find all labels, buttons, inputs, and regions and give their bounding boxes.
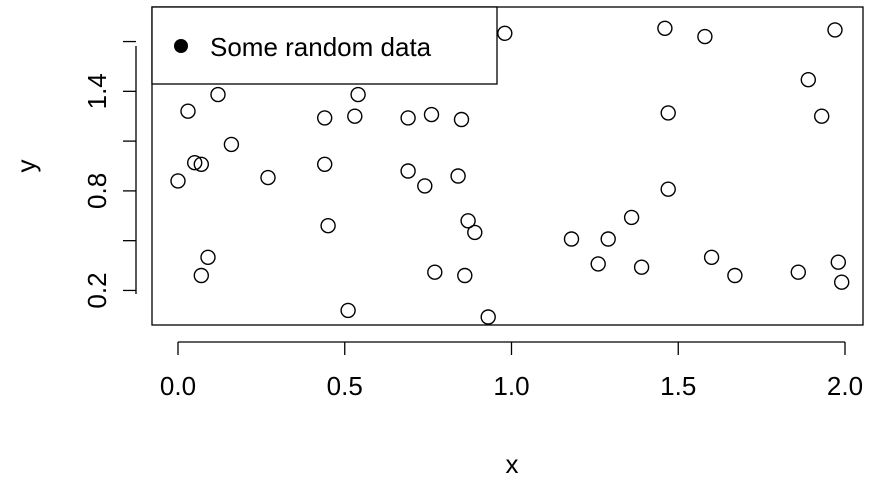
plot-box	[151, 6, 864, 326]
x-tick-label: 0.5	[327, 371, 363, 401]
data-point	[480, 309, 496, 325]
legend-box	[151, 6, 498, 85]
x-tick-label: 1.5	[660, 371, 696, 401]
data-point	[600, 231, 616, 247]
data-point	[400, 110, 416, 126]
data-point	[460, 213, 476, 229]
data-point	[223, 136, 240, 153]
y-axis-label: y	[11, 160, 41, 173]
data-point	[427, 264, 443, 280]
data-point	[180, 103, 196, 119]
data-point	[660, 105, 676, 121]
data-point	[457, 267, 473, 284]
data-point	[834, 274, 850, 290]
data-point	[170, 173, 186, 189]
data-point	[200, 249, 216, 265]
y-axis-ticks: 0.2 0.8 1.4	[82, 40, 136, 309]
legend-marker	[174, 39, 188, 53]
data-point	[317, 156, 333, 173]
data-point	[814, 108, 830, 124]
data-point	[660, 181, 676, 197]
data-point	[827, 22, 843, 38]
data-point	[790, 264, 806, 280]
data-point	[727, 267, 743, 284]
data-point	[210, 86, 226, 103]
x-tick-label: 2.0	[827, 371, 863, 401]
x-axis-ticks: 0.0 0.5 1.0 1.5 2.0	[160, 342, 863, 401]
data-point	[623, 209, 640, 226]
data-point	[830, 254, 846, 270]
data-point	[450, 168, 466, 184]
data-point	[350, 86, 366, 103]
data-point	[417, 178, 433, 194]
data-point	[193, 267, 210, 284]
data-point	[186, 154, 203, 171]
x-axis-label: x	[506, 449, 519, 478]
data-point	[260, 169, 276, 186]
data-point	[697, 28, 713, 45]
data-point	[633, 259, 650, 275]
data-point	[703, 249, 720, 265]
data-point	[320, 217, 336, 234]
data-point	[340, 302, 356, 319]
y-tick-label: 1.4	[82, 73, 112, 109]
legend: Some random data	[151, 6, 498, 85]
data-point	[400, 163, 416, 179]
y-tick-label: 0.2	[82, 272, 112, 308]
data-point	[657, 20, 673, 36]
x-tick-label: 0.0	[160, 371, 196, 401]
data-point	[497, 25, 513, 41]
data-point	[453, 111, 470, 128]
data-point	[563, 231, 580, 247]
data-point	[423, 106, 440, 123]
y-tick-label: 0.8	[82, 173, 112, 209]
data-point	[317, 110, 333, 126]
data-point	[347, 108, 363, 124]
data-point	[590, 256, 606, 272]
data-point	[800, 71, 816, 88]
legend-label: Some random data	[210, 32, 432, 62]
data-point	[467, 224, 483, 241]
x-tick-label: 1.0	[493, 371, 529, 401]
data-point	[193, 156, 210, 173]
